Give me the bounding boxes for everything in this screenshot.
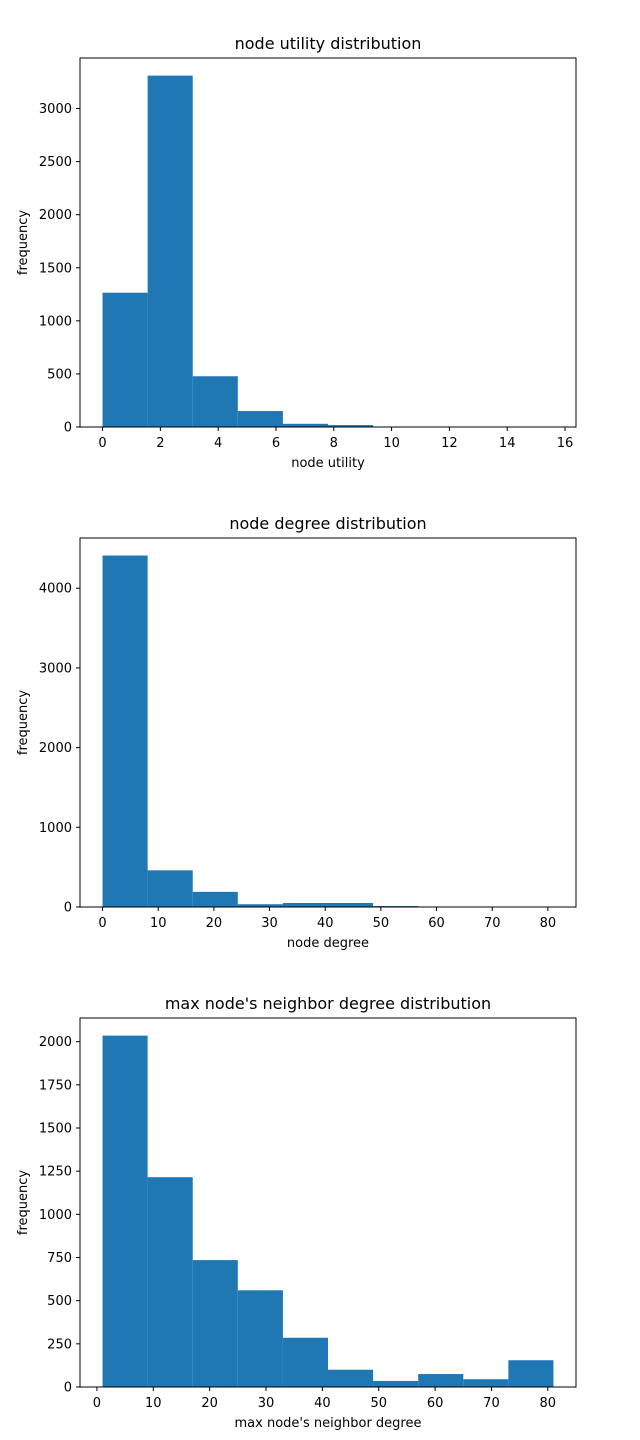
axes-frame xyxy=(79,57,577,428)
chart-1: 0 2 4 6 8 10 12 14 16 0 500 1000 1500 2000 2500 3000 nod… xyxy=(16,34,577,471)
y-tick-label: 3000 xyxy=(39,102,72,117)
x-tick-label: 20 xyxy=(201,1396,218,1411)
y-tick-label: 500 xyxy=(47,1294,72,1309)
y-tick-label: 2500 xyxy=(39,155,72,170)
y-tick-label: 1000 xyxy=(39,821,72,836)
x-tick-label: 80 xyxy=(540,916,557,931)
y-tick-label: 0 xyxy=(64,1381,72,1396)
histogram-bar xyxy=(282,903,328,907)
x-tick-label: 0 xyxy=(98,916,106,931)
y-axis-label: frequency xyxy=(16,210,31,276)
y-tick-label: 0 xyxy=(64,421,72,436)
histogram-bar xyxy=(102,1035,148,1387)
y-axis-label: frequency xyxy=(16,690,31,756)
histogram-bar xyxy=(282,423,328,427)
x-tick-label: 14 xyxy=(499,436,516,451)
y-tick-label: 1500 xyxy=(39,261,72,276)
y-tick-label: 1000 xyxy=(39,1208,72,1223)
x-tick-label: 4 xyxy=(214,436,222,451)
y-tick-label: 1250 xyxy=(39,1165,72,1180)
histogram-bar xyxy=(463,1379,509,1387)
x-tick-label: 8 xyxy=(330,436,338,451)
chart-3: 0 10 20 30 40 50 60 70 80 0 250 500 750 1000 1250 1500 1… xyxy=(16,994,577,1431)
x-tick-label: 40 xyxy=(317,916,334,931)
x-tick-label: 50 xyxy=(373,916,390,931)
y-tick-label: 0 xyxy=(64,901,72,916)
y-axis-label: frequency xyxy=(16,1170,31,1236)
y-tick-label: 2000 xyxy=(39,1035,72,1050)
y-tick-label: 1500 xyxy=(39,1121,72,1136)
histogram-bar xyxy=(147,870,193,907)
x-axis-label: node utility xyxy=(291,456,365,471)
y-tick-label: 2000 xyxy=(39,741,72,756)
x-tick-label: 10 xyxy=(150,916,167,931)
x-tick-label: 60 xyxy=(427,1396,444,1411)
x-tick-label: 0 xyxy=(98,436,106,451)
x-tick-label: 20 xyxy=(206,916,223,931)
x-tick-label: 70 xyxy=(483,1396,500,1411)
x-tick-label: 12 xyxy=(441,436,458,451)
x-tick-label: 6 xyxy=(272,436,280,451)
y-tick-label: 2000 xyxy=(39,208,72,223)
histogram-bar xyxy=(102,292,148,427)
axes-frame xyxy=(79,1017,577,1388)
histogram-bar xyxy=(237,904,283,907)
y-tick-label: 1750 xyxy=(39,1078,72,1093)
histogram-bar xyxy=(192,376,238,427)
x-tick-label: 10 xyxy=(383,436,400,451)
x-tick-label: 80 xyxy=(540,1396,557,1411)
x-tick-label: 40 xyxy=(314,1396,331,1411)
y-tick-label: 250 xyxy=(47,1337,72,1352)
chart-title: node utility distribution xyxy=(235,34,422,53)
histogram-bar xyxy=(418,1374,464,1387)
x-tick-label: 16 xyxy=(557,436,574,451)
x-tick-label: 50 xyxy=(370,1396,387,1411)
histogram-bar xyxy=(237,411,283,427)
histogram-bar xyxy=(328,425,374,427)
histogram-bar xyxy=(102,555,148,907)
x-tick-label: 30 xyxy=(258,1396,275,1411)
x-tick-label: 30 xyxy=(261,916,278,931)
chart-title: max node's neighbor degree distribution xyxy=(165,994,491,1013)
histogram-bar xyxy=(192,891,238,907)
chart-2: 0 10 20 30 40 50 60 70 80 0 1000 2000 3000 4000 node d… xyxy=(16,514,577,951)
x-tick-label: 70 xyxy=(484,916,501,931)
axes-frame xyxy=(79,537,577,908)
chart-title: node degree distribution xyxy=(229,514,426,533)
histogram-bar xyxy=(147,75,193,427)
histogram-bar xyxy=(237,1290,283,1387)
y-tick-label: 500 xyxy=(47,367,72,382)
y-tick-label: 1000 xyxy=(39,314,72,329)
x-tick-label: 10 xyxy=(145,1396,162,1411)
histogram-bar xyxy=(328,903,374,907)
x-axis-label: max node's neighbor degree xyxy=(235,1416,422,1431)
y-tick-label: 750 xyxy=(47,1251,72,1266)
y-tick-label: 3000 xyxy=(39,661,72,676)
x-tick-label: 60 xyxy=(428,916,445,931)
histogram-bar xyxy=(147,1177,193,1387)
x-axis-label: node degree xyxy=(287,936,369,951)
histogram-bar xyxy=(373,1380,419,1387)
histogram-bar xyxy=(282,1337,328,1387)
histogram-bar xyxy=(192,1260,238,1387)
histogram-bar xyxy=(328,1369,374,1387)
x-tick-label: 2 xyxy=(156,436,164,451)
histogram-bar xyxy=(508,1360,554,1387)
x-tick-label: 0 xyxy=(93,1396,101,1411)
y-tick-label: 4000 xyxy=(39,582,72,597)
